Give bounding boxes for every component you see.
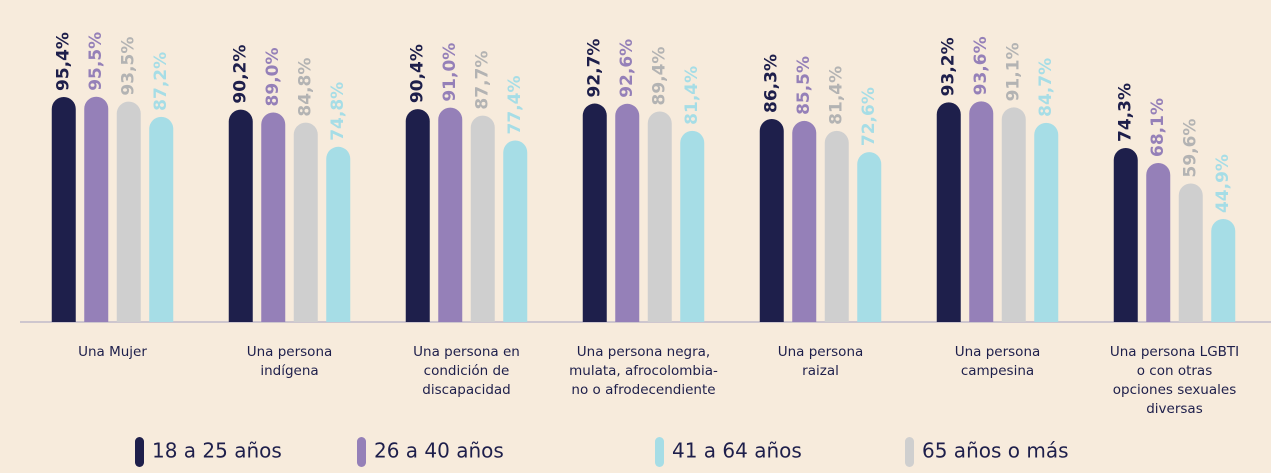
- bar: [1113, 147, 1138, 322]
- bar: [857, 152, 882, 322]
- value-label: 44,9%: [1213, 154, 1233, 213]
- value-label: 90,4%: [408, 44, 428, 103]
- bar: [438, 107, 463, 322]
- value-label: 77,4%: [505, 76, 525, 135]
- legend-swatch: [135, 437, 144, 467]
- bar: [969, 101, 994, 323]
- bar: [615, 103, 640, 322]
- bar: [1178, 183, 1203, 322]
- value-label: 93,2%: [939, 37, 959, 96]
- x-tick-label: Una persona indígena: [247, 344, 333, 379]
- bar: [503, 140, 528, 322]
- value-label: 95,4%: [54, 32, 74, 91]
- value-label: 85,5%: [794, 56, 814, 115]
- legend-label: 65 años o más: [922, 439, 1069, 463]
- bar: [326, 146, 351, 322]
- bar: [51, 97, 76, 322]
- value-label: 86,3%: [762, 54, 782, 113]
- value-label: 81,4%: [682, 66, 702, 125]
- legend-swatch: [357, 437, 366, 467]
- legend-label: 18 a 25 años: [152, 439, 282, 463]
- x-tick-label: Una persona en condición de discapacidad: [413, 344, 520, 398]
- value-label: 84,8%: [296, 58, 316, 117]
- bar: [149, 116, 174, 322]
- value-label: 93,5%: [119, 37, 139, 96]
- value-label: 89,0%: [263, 47, 283, 106]
- legend-swatch: [655, 437, 664, 467]
- value-label: 72,6%: [859, 87, 879, 146]
- bar: [759, 118, 784, 323]
- value-label: 87,2%: [151, 52, 171, 111]
- legend-label: 26 a 40 años: [374, 439, 504, 463]
- value-label: 91,1%: [1004, 42, 1024, 101]
- bar: [582, 103, 607, 322]
- x-tick-label: Una persona LGBTI o con otras opciones sex…: [1110, 344, 1239, 417]
- bar: [1146, 162, 1171, 322]
- value-label: 68,1%: [1148, 98, 1168, 157]
- value-label: 92,6%: [617, 39, 637, 98]
- bar: [647, 111, 672, 322]
- bar: [405, 109, 430, 322]
- bar: [470, 115, 495, 323]
- value-label: 89,4%: [650, 47, 670, 106]
- x-tick-label: Una persona campesina: [955, 344, 1041, 379]
- bar: [792, 120, 817, 322]
- bar: [1211, 219, 1236, 322]
- bar: [228, 109, 253, 322]
- bar: [680, 130, 705, 322]
- bar: [1034, 122, 1059, 322]
- legend-swatch: [905, 437, 914, 467]
- value-label: 81,4%: [827, 66, 847, 125]
- value-label: 91,0%: [440, 43, 460, 102]
- value-label: 93,6%: [971, 36, 991, 95]
- x-tick-label: Una persona raizal: [778, 344, 864, 379]
- x-tick-label: Una Mujer: [78, 344, 147, 360]
- value-label: 74,8%: [328, 82, 348, 141]
- value-label: 84,7%: [1036, 58, 1056, 117]
- value-label: 87,7%: [473, 51, 493, 110]
- value-label: 59,6%: [1181, 119, 1201, 178]
- bar: [116, 101, 141, 322]
- bar: [824, 130, 849, 322]
- bar: [936, 102, 961, 322]
- bar: [84, 96, 109, 322]
- value-label: 90,2%: [231, 45, 251, 104]
- bar: [1001, 107, 1026, 322]
- x-tick-label: Una persona negra, mulata, afrocolombia-n…: [569, 344, 718, 398]
- value-label: 74,3%: [1116, 83, 1136, 142]
- bar: [293, 122, 318, 322]
- legend-label: 41 a 64 años: [672, 439, 802, 463]
- value-label: 95,5%: [86, 32, 106, 91]
- bar: [261, 112, 286, 322]
- value-label: 92,7%: [585, 39, 605, 98]
